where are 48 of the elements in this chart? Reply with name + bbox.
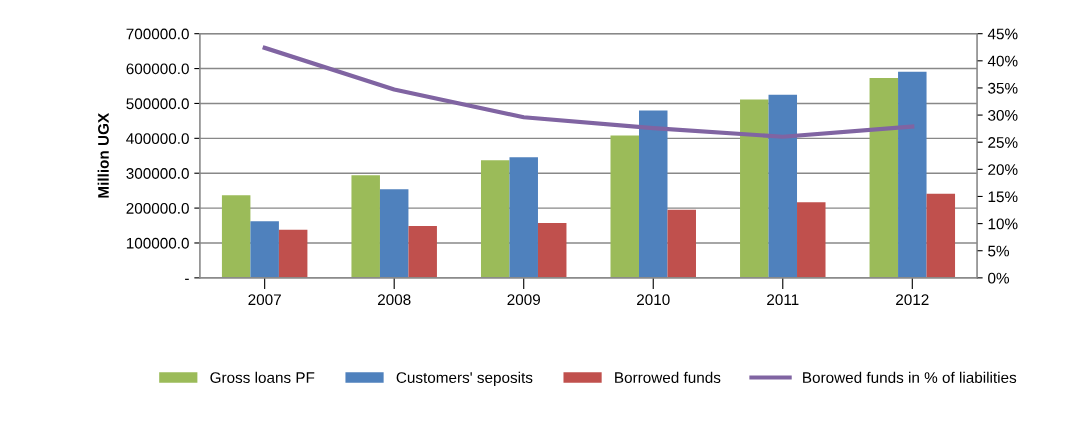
bar xyxy=(898,71,927,278)
y-tick-label: 600000.0 xyxy=(126,63,189,75)
y2-tick-label: 10% xyxy=(988,218,1018,230)
bar xyxy=(610,135,639,278)
legend-label: Borrowed funds xyxy=(615,371,721,383)
bar xyxy=(379,189,409,278)
y-tick-label: 700000.0 xyxy=(126,28,189,40)
legend-label: Borowed funds in % of liabilities xyxy=(803,371,1017,383)
bar xyxy=(639,110,668,278)
bar xyxy=(869,77,899,278)
y2-tick-label: 20% xyxy=(988,164,1018,176)
bar xyxy=(351,175,380,278)
bar xyxy=(797,202,826,278)
y-tick-label: 200000.0 xyxy=(126,202,189,214)
x-tick-label: 2007 xyxy=(248,294,281,306)
y2-tick-label: 15% xyxy=(988,191,1018,203)
y2-tick-label: 25% xyxy=(988,137,1018,148)
y2-tick-label: 45% xyxy=(987,28,1018,40)
y2-tick-label: 40% xyxy=(987,55,1018,67)
bar xyxy=(480,160,510,278)
legend-label: Customers' seposits xyxy=(396,371,533,387)
y2-tick-label: 30% xyxy=(988,109,1018,121)
bar xyxy=(740,99,769,278)
bar xyxy=(250,221,279,278)
y-tick-label: 100000.0 xyxy=(126,237,189,249)
x-tick-label: 2012 xyxy=(896,294,929,306)
bar xyxy=(278,229,308,278)
bar xyxy=(926,193,956,278)
y2-tick-label: 5% xyxy=(988,245,1010,257)
x-tick-label: 2009 xyxy=(507,294,540,306)
bar xyxy=(221,195,251,278)
x-tick-label: 2008 xyxy=(377,294,411,306)
y-tick-label: 300000.0 xyxy=(126,168,189,179)
bar xyxy=(667,209,696,278)
y2-tick-label: 35% xyxy=(988,82,1018,94)
x-tick-label: 2011 xyxy=(767,294,799,306)
y-axis-title: Million UGX xyxy=(97,113,109,198)
bar xyxy=(537,223,567,278)
y2-tick-label: 0% xyxy=(988,272,1010,284)
bar xyxy=(408,225,437,278)
line-series xyxy=(262,45,915,139)
y-tick-label: 500000.0 xyxy=(126,98,189,110)
y-tick-label: - xyxy=(185,278,189,280)
bar xyxy=(509,157,538,278)
x-tick-label: 2010 xyxy=(637,294,670,306)
bar xyxy=(768,94,798,278)
legend-label: Gross loans PF xyxy=(210,371,315,383)
y-tick-label: 400000.0 xyxy=(126,133,189,145)
